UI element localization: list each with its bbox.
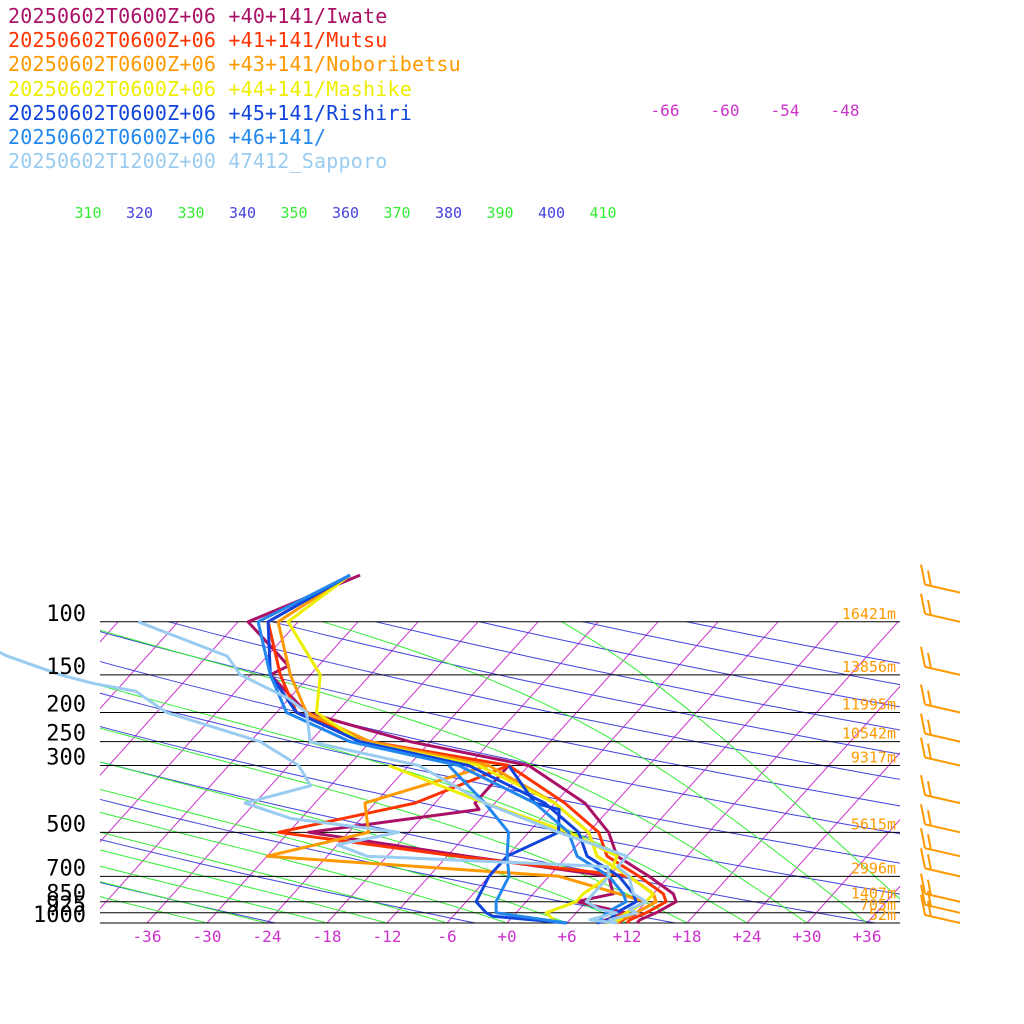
wind-barb (920, 884, 961, 914)
temperature-profile-line (266, 573, 668, 925)
theta-label: 400 (538, 204, 565, 222)
pressure-label: 150 (46, 655, 86, 680)
pressure-label: 100 (46, 602, 86, 627)
sounding-series (0, 573, 678, 925)
wind-barb (920, 737, 961, 767)
temperature-tick: -12 (373, 927, 402, 946)
moist-adiabat-line (100, 761, 628, 923)
temperature-tick: +0 (497, 927, 516, 946)
temperature-tick: +30 (793, 927, 822, 946)
temperature-tick: -6 (437, 927, 456, 946)
height-label: 705m (860, 896, 896, 914)
isotherm-line (206, 621, 479, 923)
theta-label: 380 (435, 204, 462, 222)
isotherm-line (146, 621, 419, 923)
wind-barb (920, 684, 961, 714)
wind-barbs (920, 564, 961, 924)
temperature-tick: +24 (733, 927, 762, 946)
wind-barb (920, 804, 961, 834)
pressure-label: 850 (46, 882, 86, 907)
height-label: 5615m (851, 815, 896, 833)
temperature-profile-line (266, 573, 638, 925)
theta-label: 390 (486, 204, 513, 222)
isotherm-line (686, 685, 900, 923)
isotherm-line (100, 621, 179, 710)
legend: 20250602T0600Z+06 +40+141/Iwate 20250602T… (8, 4, 461, 173)
pressure-label: 925 (46, 893, 86, 918)
wind-barb (920, 593, 961, 623)
temperature-profile-line (256, 573, 628, 925)
isotherm-line (927, 622, 1024, 923)
isotherm-line (100, 621, 359, 910)
wind-barb (920, 827, 961, 858)
temperature-tick: +36 (853, 927, 882, 946)
temperature-tick: -24 (253, 927, 282, 946)
upper-temperature-tick: -48 (831, 101, 860, 120)
upper-temperature-tick: -60 (711, 101, 740, 120)
theta-label: 320 (126, 204, 153, 222)
wind-barb (920, 848, 961, 878)
theta-label: 330 (177, 204, 204, 222)
theta-label: 350 (280, 204, 307, 222)
dewpoint-profile-line (447, 764, 568, 925)
legend-entry: 20250602T0600Z+06 +44+141/Mashike (8, 76, 412, 101)
height-label: 1407m (851, 885, 896, 903)
legend-entry: 20250602T0600Z+06 +46+141/ (8, 125, 327, 150)
isobar-grid (100, 621, 900, 924)
pressure-label: 700 (46, 856, 86, 881)
upper-temperature-tick: -66 (651, 101, 680, 120)
theta-label: 410 (589, 204, 616, 222)
wind-barb (920, 564, 961, 594)
theta-label: 340 (229, 204, 256, 222)
moist-adiabat-line (100, 684, 748, 923)
wind-barb (920, 774, 961, 805)
legend-entry: 20250602T0600Z+06 +43+141/Noboribetsu (8, 52, 461, 77)
upper-temperature-tick: -54 (771, 101, 800, 120)
height-label: 16421m (842, 605, 896, 623)
legend-entry: 20250602T0600Z+06 +41+141/Mutsu (8, 28, 388, 53)
pressure-label: 300 (46, 746, 86, 771)
theta-label: 370 (383, 204, 410, 222)
moist-adiabat-line (100, 629, 808, 923)
height-label: 2996m (851, 859, 896, 877)
wind-barb (920, 713, 961, 743)
pressure-label: 1000 (33, 903, 86, 928)
pressure-label: 200 (46, 692, 86, 717)
temperature-tick: +18 (673, 927, 702, 946)
isotherm-line (506, 621, 779, 923)
height-label: 13856m (842, 658, 896, 676)
height-label: 52m (869, 906, 896, 924)
legend-entry: 20250602T0600Z+06 +45+141/Rishiri (8, 100, 412, 125)
isotherm-line (746, 752, 900, 923)
height-label: 11995m (842, 695, 896, 713)
height-label: 10542m (842, 725, 896, 743)
legend-entry: 20250602T0600Z+06 +40+141/Iwate (8, 4, 388, 28)
temperature-tick: +6 (557, 927, 576, 946)
pressure-label: 250 (46, 722, 86, 747)
temperature-tick: -30 (193, 927, 222, 946)
temperature-profile-line (137, 620, 648, 925)
theta-label: 360 (332, 204, 359, 222)
isotherm-line (806, 818, 900, 923)
legend-entry: 20250602T1200Z+00 47412_Sapporo (8, 149, 388, 174)
axis-labels: 100 16421m 150 13856m 200 11995m 250 10542m 300 9… (33, 101, 896, 946)
temperature-tick: -36 (133, 927, 162, 946)
dewpoint-profile-line (0, 650, 618, 925)
wind-barb (920, 894, 961, 924)
pressure-label: 500 (46, 812, 86, 837)
isotherm-line (386, 621, 659, 923)
theta-label: 310 (74, 204, 101, 222)
temperature-tick: +12 (613, 927, 642, 946)
isotherm-line (987, 622, 1024, 923)
isotherm-line (100, 621, 239, 776)
height-label: 9317m (851, 749, 896, 767)
moist-adiabat-line (100, 896, 208, 923)
wind-barb (920, 873, 961, 903)
temperature-tick: -18 (313, 927, 342, 946)
dry-adiabat-line (272, 621, 900, 755)
wind-barb (920, 646, 961, 676)
isotherm-line (626, 621, 899, 923)
